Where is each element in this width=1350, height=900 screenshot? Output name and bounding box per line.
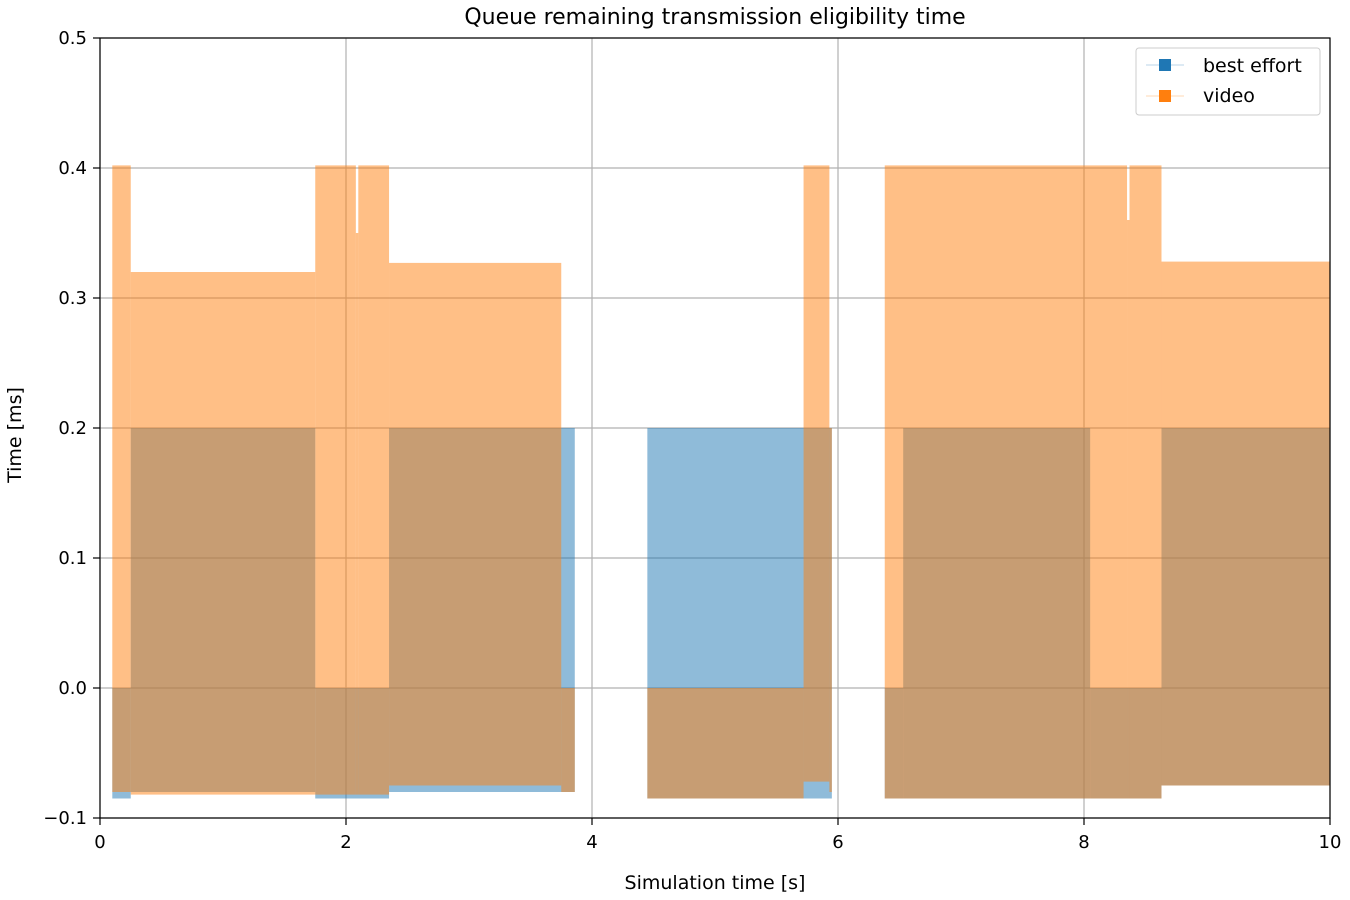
- area-segment-video-8: [803, 165, 830, 782]
- y-tick-label-1: 0.0: [58, 678, 87, 699]
- x-tick-label-2: 4: [586, 832, 597, 853]
- y-axis-title: Time [ms]: [4, 387, 26, 484]
- area-segment-video-1: [130, 272, 316, 795]
- legend-swatch-best-effort: [1159, 59, 1171, 71]
- series-video: [112, 165, 1330, 799]
- area-segment-video-2: [315, 165, 356, 795]
- series-areas: [112, 165, 1330, 799]
- axis-ticks: 0 2 4 6 8 10 −0.1 0.0 0.1 0.2 0.3 0.4 0.5: [43, 28, 1341, 853]
- area-segment-video-6: [561, 688, 575, 792]
- x-axis-title: Simulation time [s]: [625, 872, 806, 894]
- y-tick-label-5: 0.4: [58, 158, 87, 179]
- y-tick-label-2: 0.1: [58, 548, 87, 569]
- y-tick-label-0: −0.1: [43, 808, 87, 829]
- area-segment-video-7: [647, 688, 804, 799]
- x-tick-label-1: 2: [340, 832, 351, 853]
- area-segment-video-0: [112, 165, 131, 792]
- legend: best effort video: [1135, 47, 1321, 116]
- x-tick-label-0: 0: [94, 832, 105, 853]
- legend-swatch-video: [1159, 90, 1171, 102]
- plot-frame: [99, 37, 1331, 819]
- chart-title: Queue remaining transmission eligibility…: [464, 5, 965, 30]
- legend-label-video: video: [1203, 85, 1255, 107]
- x-tick-label-3: 6: [832, 832, 843, 853]
- area-segment-video-4: [358, 165, 390, 795]
- y-tick-label-6: 0.5: [58, 28, 87, 49]
- area-segment-video-10: [884, 165, 1128, 799]
- area-segment-video-13: [1161, 261, 1330, 786]
- legend-label-best-effort: best effort: [1203, 55, 1302, 77]
- area-segment-video-11: [1127, 220, 1130, 799]
- legend-frame: [1135, 47, 1321, 116]
- x-tick-label-5: 10: [1319, 832, 1342, 853]
- y-tick-label-3: 0.2: [58, 418, 87, 439]
- area-segment-video-5: [389, 262, 562, 786]
- x-tick-label-4: 8: [1078, 832, 1089, 853]
- y-tick-label-4: 0.3: [58, 288, 87, 309]
- area-segment-video-12: [1129, 165, 1162, 799]
- area-segment-video-9: [829, 428, 832, 792]
- area-segment-video-3: [355, 233, 359, 795]
